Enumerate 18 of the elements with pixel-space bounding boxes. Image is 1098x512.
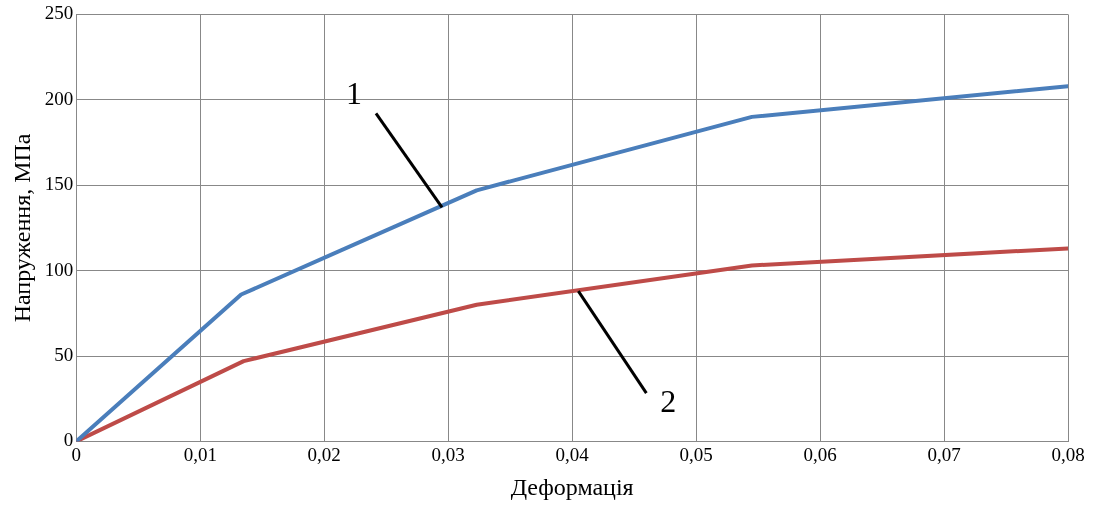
x-tick-label: 0,01 — [183, 443, 217, 465]
x-tick-label: 0,06 — [803, 443, 837, 465]
y-tick-label: 50 — [54, 343, 74, 365]
y-axis-title: Напруження, МПа — [8, 133, 35, 323]
y-tick-label: 250 — [44, 2, 74, 24]
y-tick-label: 0 — [63, 429, 74, 451]
x-tick-label: 0,04 — [555, 443, 590, 465]
y-tick-label: 100 — [44, 258, 74, 280]
x-tick-label: 0,08 — [1051, 443, 1085, 465]
y-tick-label: 150 — [44, 173, 74, 195]
x-tick-label: 0,05 — [679, 443, 713, 465]
y-tick-label: 200 — [44, 87, 74, 109]
x-tick-label: 0,03 — [431, 443, 465, 465]
annotation: 2 — [660, 382, 677, 419]
annotation: 1 — [345, 74, 362, 111]
x-axis-title: Деформація — [510, 473, 634, 500]
x-tick-label: 0,07 — [927, 443, 961, 465]
x-tick-label: 0,02 — [307, 443, 341, 465]
